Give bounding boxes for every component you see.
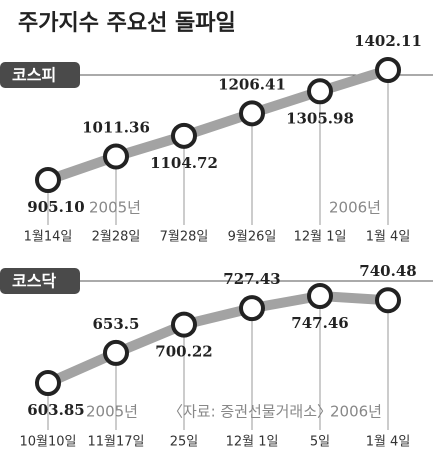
- value-label: 603.85: [27, 401, 84, 419]
- annotation: 2005년: [86, 403, 138, 421]
- x-tick-label: 1월 4일: [366, 435, 411, 450]
- page-title: 주가지수 주요선 돌파일: [18, 11, 236, 36]
- annotation: 2005년: [89, 199, 141, 217]
- point: [239, 295, 265, 322]
- value-label: 1402.11: [354, 32, 422, 50]
- panel-title: 코스닥: [12, 272, 56, 291]
- point: [35, 370, 61, 396]
- annotation: 〈자료: 증권선물거래소〉: [168, 403, 332, 421]
- x-tick-label: 10월10일: [19, 435, 76, 450]
- value-label: 653.5: [93, 315, 140, 333]
- point: [171, 311, 197, 338]
- panel-tab: [0, 268, 80, 294]
- point: [307, 283, 333, 309]
- point: [375, 57, 401, 83]
- x-tick-label: 5일: [310, 435, 330, 450]
- value-label: 700.22: [155, 343, 212, 361]
- x-tick-label: 1월 4일: [366, 230, 411, 245]
- point: [375, 287, 401, 314]
- panel-title: 코스피: [12, 66, 56, 85]
- x-tick-label: 9월26일: [228, 230, 277, 245]
- x-tick-label: 11월17일: [87, 435, 144, 450]
- value-label: 740.48: [359, 262, 416, 280]
- value-label: 727.43: [223, 270, 280, 288]
- x-tick-label: 1월14일: [24, 230, 73, 245]
- point: [171, 122, 197, 149]
- x-tick-label: 2월28일: [92, 230, 141, 245]
- point: [103, 143, 129, 170]
- x-tick-label: 7월28일: [160, 230, 209, 245]
- annotation: 2006년: [329, 199, 381, 217]
- x-tick-label: 25일: [170, 435, 199, 450]
- value-label: 1104.72: [150, 154, 218, 172]
- point: [239, 100, 265, 127]
- annotation: 2006년: [330, 403, 382, 421]
- point: [103, 339, 129, 366]
- x-tick-label: 12월 1일: [226, 435, 279, 450]
- panel-tab: [0, 62, 80, 88]
- value-label: 905.10: [27, 198, 84, 216]
- point: [35, 167, 61, 193]
- x-tick-label: 12월 1일: [294, 230, 347, 245]
- line: [45, 290, 389, 388]
- point: [307, 78, 333, 105]
- value-label: 1305.98: [286, 109, 354, 127]
- value-label: 1011.36: [82, 118, 150, 136]
- value-label: 1206.41: [218, 75, 286, 93]
- value-label: 747.46: [291, 314, 348, 332]
